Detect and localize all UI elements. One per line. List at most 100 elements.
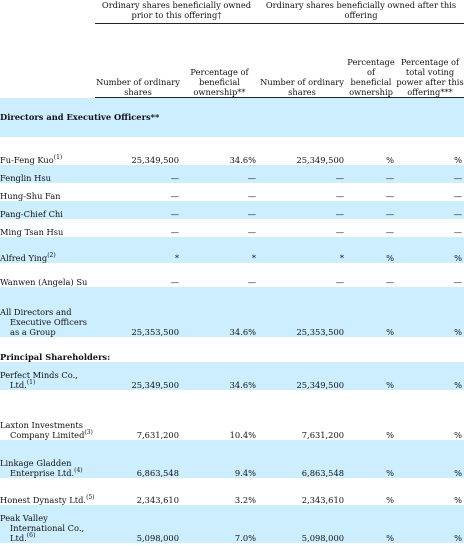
table-row-group-total: All Directors and Executive Officers as …: [0, 287, 464, 337]
cell-pct-after: %: [346, 237, 397, 263]
cell-voting-power: %: [454, 495, 463, 505]
cell-shares-after: 6,863,548: [258, 440, 347, 478]
cell-pct-prior: —: [247, 227, 257, 237]
cell-pct-prior: —: [247, 191, 257, 201]
cell-voting-power: —: [396, 201, 464, 219]
cell-pct-after: —: [385, 277, 395, 287]
table-row: Hung-Shu Fan — — — — —: [0, 183, 464, 201]
cell-voting-power: %: [396, 440, 464, 478]
cell-pct-after: —: [385, 191, 395, 201]
cell-shares-prior: 6,863,548: [95, 440, 181, 478]
footnote-ref: (1): [26, 379, 36, 387]
cell-pct-prior: —: [181, 201, 259, 219]
table-row: Perfect Minds Co., Ltd.(1) 25,349,500 34…: [0, 362, 464, 390]
cell-shares-prior: —: [170, 277, 179, 287]
table-row: Ming Tsan Hsu — — — — —: [0, 219, 464, 237]
row-name: Laxton Investments Company Limited(3): [0, 420, 93, 440]
section-header-row: Directors and Executive Officers**: [0, 97, 464, 137]
cell-pct-after: %: [346, 505, 397, 543]
cell-shares-prior: 25,349,500: [131, 155, 179, 165]
cell-voting-power: %: [454, 430, 463, 440]
cell-shares-after: 2,343,610: [301, 495, 345, 505]
cell-voting-power: —: [453, 191, 463, 201]
row-name: Peak Valley International Co., Ltd.(6): [0, 505, 95, 543]
cell-shares-after: 25,349,500: [258, 362, 347, 390]
cell-pct-prior: 9.4%: [181, 440, 259, 478]
footnote-ref: (4): [74, 467, 83, 475]
cell-shares-after: —: [335, 277, 345, 287]
footnote-ref: (5): [86, 494, 95, 502]
cell-voting-power: —: [453, 227, 463, 237]
cell-pct-after: —: [385, 227, 395, 237]
cell-pct-prior: —: [181, 165, 259, 183]
cell-shares-after: —: [258, 165, 347, 183]
table-row: Wanwen (Angela) Su — — — — —: [0, 263, 464, 287]
cell-voting-power: %: [396, 505, 464, 543]
table-row: Alfred Ying(2) * * * % %: [0, 237, 464, 263]
cell-shares-after: 7,631,200: [301, 430, 345, 440]
cell-pct-after: %: [386, 495, 395, 505]
row-name: Fenglin Hsu: [0, 165, 95, 183]
cell-voting-power: %: [396, 237, 464, 263]
cell-shares-prior: —: [95, 201, 181, 219]
cell-shares-prior: 5,098,000: [95, 505, 181, 543]
cell-voting-power: %: [396, 287, 464, 337]
footnote-ref: (1): [53, 154, 63, 162]
cell-shares-prior: —: [170, 227, 179, 237]
cell-pct-after: —: [346, 201, 397, 219]
cell-voting-power: —: [453, 277, 463, 287]
col-header-pct-prior: Percentage of beneficial ownership**: [181, 23, 259, 98]
cell-pct-prior: 34.6%: [181, 287, 259, 337]
col-header-shares-prior: Number of ordinary shares: [95, 23, 181, 98]
cell-pct-after: %: [386, 155, 395, 165]
group-header-after: Ordinary shares beneficially owned after…: [258, 0, 464, 24]
row-name: Honest Dynasty Ltd.(5): [0, 494, 95, 505]
cell-pct-prior: —: [247, 277, 257, 287]
row-name: Ming Tsan Hsu: [0, 227, 64, 237]
table-row: Pang-Chief Chi — — — — —: [0, 201, 464, 219]
cell-pct-prior: 7.0%: [181, 505, 259, 543]
cell-pct-after: %: [346, 440, 397, 478]
footnote-ref: (3): [84, 429, 93, 437]
cell-shares-after: —: [335, 191, 345, 201]
cell-pct-after: —: [346, 165, 397, 183]
cell-shares-prior: *: [95, 237, 181, 263]
cell-voting-power: %: [454, 155, 463, 165]
cell-voting-power: —: [396, 165, 464, 183]
cell-pct-after: %: [346, 287, 397, 337]
col-header-pct-after: Percentage of beneficial ownership: [346, 23, 397, 98]
cell-shares-prior: —: [170, 191, 179, 201]
section-label-principal: Principal Shareholders:: [0, 352, 111, 362]
row-name: Perfect Minds Co., Ltd.(1): [0, 362, 95, 390]
cell-shares-after: —: [258, 201, 347, 219]
row-name: Fu-Feng Kuo(1): [0, 154, 63, 165]
row-name: Pang-Chief Chi: [0, 201, 95, 219]
cell-pct-prior: 10.4%: [229, 430, 257, 440]
cell-shares-after: 5,098,000: [258, 505, 347, 543]
cell-shares-after: *: [258, 237, 347, 263]
cell-pct-prior: 3.2%: [234, 495, 257, 505]
col-header-shares-after: Number of ordinary shares: [258, 23, 347, 98]
cell-pct-after: %: [346, 362, 397, 390]
section-header-row: Principal Shareholders:: [0, 337, 464, 362]
table-row: Fenglin Hsu — — — — —: [0, 165, 464, 183]
cell-pct-prior: 34.6%: [229, 155, 257, 165]
group-header-prior: Ordinary shares beneficially owned prior…: [95, 0, 259, 24]
row-name: Alfred Ying(2): [0, 237, 95, 263]
cell-pct-prior: 34.6%: [181, 362, 259, 390]
cell-shares-prior: 25,353,500: [95, 287, 181, 337]
cell-shares-after: 25,349,500: [296, 155, 345, 165]
row-name: Wanwen (Angela) Su: [0, 277, 88, 287]
section-label-directors: Directors and Executive Officers**: [0, 97, 464, 137]
row-name: All Directors and Executive Officers as …: [0, 287, 95, 337]
col-header-voting-power: Percentage of total voting power after t…: [396, 23, 464, 98]
cell-pct-after: %: [386, 430, 395, 440]
cell-shares-after: 25,353,500: [258, 287, 347, 337]
footnote-ref: (2): [47, 252, 56, 260]
cell-pct-prior: *: [181, 237, 259, 263]
row-name: Linkage Gladden Enterprise Ltd.(4): [0, 440, 95, 478]
cell-shares-after: —: [335, 227, 345, 237]
table-row: Peak Valley International Co., Ltd.(6) 5…: [0, 505, 464, 543]
cell-shares-prior: 25,349,500: [95, 362, 181, 390]
